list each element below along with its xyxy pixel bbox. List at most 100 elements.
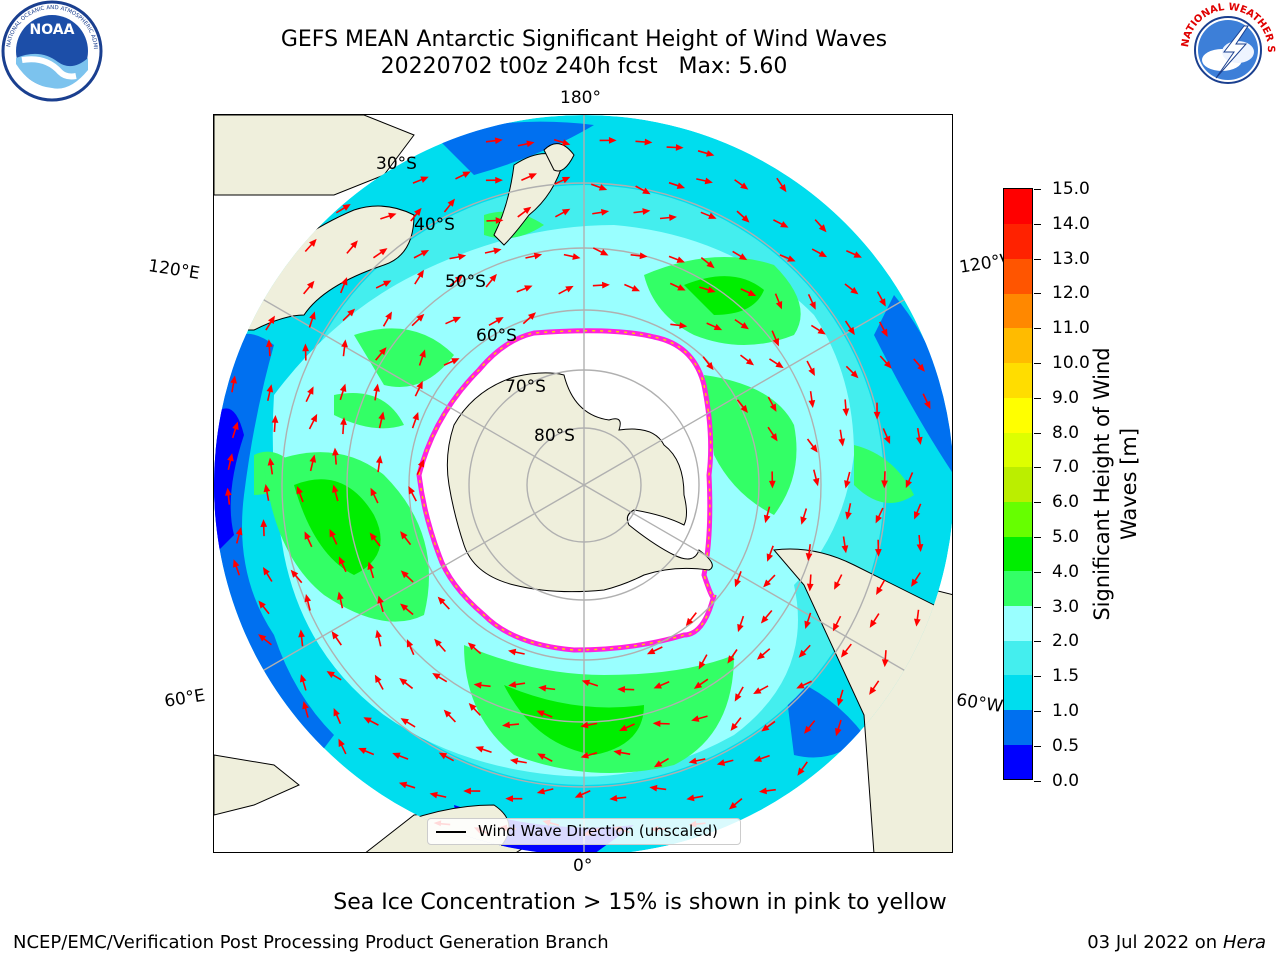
wave-arrow-head bbox=[258, 634, 267, 642]
wave-arrow-head bbox=[331, 631, 339, 640]
colorbar-segment bbox=[1004, 744, 1032, 779]
wave-arrow-head bbox=[758, 787, 767, 795]
wave-arrow-head bbox=[400, 531, 408, 540]
wave-arrow-head bbox=[613, 749, 622, 756]
wave-arrow-head bbox=[775, 361, 784, 369]
wave-arrow-head bbox=[505, 795, 513, 803]
wave-arrow-head bbox=[358, 747, 367, 755]
wave-arrow-head bbox=[379, 347, 387, 356]
wave-arrow-head bbox=[581, 679, 591, 687]
wave-arrow-head bbox=[747, 289, 757, 297]
wave-arrow-head bbox=[847, 326, 855, 336]
wave-arrow-head bbox=[451, 358, 460, 365]
colorbar-tick bbox=[1034, 293, 1041, 295]
lat-label-30s: 30°S bbox=[376, 154, 417, 174]
wave-arrow-head bbox=[400, 603, 409, 612]
wave-arrow-head bbox=[730, 722, 738, 732]
wave-arrow-head bbox=[768, 480, 776, 489]
lon-label-120e: 120°E bbox=[146, 256, 202, 284]
wave-arrow-head bbox=[600, 209, 610, 216]
wave-arrow-head bbox=[763, 514, 771, 524]
wave-arrow-head bbox=[879, 298, 886, 307]
lat-label-60s: 60°S bbox=[476, 326, 517, 346]
wave-arrow-head bbox=[447, 198, 455, 207]
colorbar-tick-label: 0.5 bbox=[1052, 735, 1080, 756]
wave-arrow-head bbox=[574, 791, 584, 798]
wave-arrow-head bbox=[772, 337, 779, 347]
wave-arrow-head bbox=[377, 595, 384, 604]
wave-arrow-head bbox=[617, 685, 626, 693]
wave-arrow-head bbox=[698, 661, 706, 670]
lon-label-120w: 120°W bbox=[958, 250, 1007, 278]
colorbar-segment bbox=[1004, 431, 1032, 468]
colorbar-tick-label: 3.0 bbox=[1052, 596, 1080, 617]
wave-arrow-head bbox=[738, 253, 748, 261]
wave-arrow-head bbox=[817, 327, 826, 335]
wave-arrow-head bbox=[536, 710, 545, 717]
wave-arrow-head bbox=[642, 208, 651, 215]
colorbar-tick bbox=[1034, 432, 1041, 434]
map-panel: 30°S 40°S 50°S 60°S 70°S 80°S Wind Wave … bbox=[213, 114, 953, 853]
wave-arrow-head bbox=[706, 362, 714, 371]
wave-arrow-head bbox=[502, 721, 510, 729]
wave-arrow-head bbox=[693, 681, 703, 689]
wave-arrow-head bbox=[745, 358, 755, 366]
colorbar-tick bbox=[1034, 397, 1041, 399]
wave-arrow-head bbox=[400, 718, 409, 725]
wave-arrow-head bbox=[463, 787, 471, 795]
wave-arrow-head bbox=[842, 408, 850, 417]
wave-arrow-head bbox=[881, 328, 888, 337]
colorbar-tick-label: 0.0 bbox=[1052, 770, 1080, 791]
wave-arrow-head bbox=[398, 781, 408, 789]
wave-arrow-head bbox=[580, 752, 590, 759]
wave-arrow-head bbox=[508, 648, 517, 656]
wave-arrow-head bbox=[924, 400, 931, 410]
colorbar-segment bbox=[1004, 709, 1032, 745]
map-title: GEFS MEAN Antarctic Significant Height o… bbox=[0, 26, 1168, 80]
wave-arrow-head bbox=[845, 511, 852, 520]
wave-arrow-head bbox=[340, 417, 347, 426]
wave-arrow-head bbox=[883, 360, 892, 369]
wave-arrow-head bbox=[808, 399, 816, 409]
colorbar-segment bbox=[1004, 397, 1032, 433]
colorbar-tick bbox=[1034, 606, 1041, 608]
colorbar-tick-label: 6.0 bbox=[1052, 492, 1080, 513]
wave-arrow-head bbox=[642, 187, 651, 195]
wave-arrow-head bbox=[834, 581, 841, 590]
wave-arrow-head bbox=[363, 717, 372, 724]
legend-label: Wind Wave Direction (unscaled) bbox=[478, 822, 718, 840]
colorbar-title-line-2: Waves [m] bbox=[1117, 427, 1141, 541]
wave-arrow-head bbox=[686, 794, 695, 802]
wave-arrow-head bbox=[770, 433, 778, 442]
wave-arrow-head bbox=[850, 370, 859, 379]
wave-arrow-head bbox=[533, 252, 543, 260]
wave-arrow-head bbox=[728, 801, 737, 810]
wave-arrow-head bbox=[561, 176, 571, 184]
colorbar-segment bbox=[1004, 640, 1032, 676]
wave-arrow-head bbox=[631, 285, 641, 292]
lon-label-60e: 60°E bbox=[163, 685, 207, 712]
wave-arrow-head bbox=[307, 386, 314, 395]
wave-arrow-head bbox=[385, 311, 392, 320]
wave-arrow-head bbox=[373, 383, 380, 392]
wave-arrow-head bbox=[580, 721, 589, 729]
wave-arrow-head bbox=[677, 284, 686, 291]
wave-arrow-head bbox=[869, 619, 877, 628]
wave-arrow-head bbox=[835, 727, 842, 737]
wave-arrow-head bbox=[437, 596, 446, 605]
wave-arrow-head bbox=[707, 286, 716, 294]
colorbar-segment bbox=[1004, 605, 1032, 641]
wave-arrow-head bbox=[818, 250, 828, 258]
wave-arrow-head bbox=[836, 697, 844, 707]
wave-arrow-head bbox=[740, 322, 749, 330]
colorbar-tick-label: 1.0 bbox=[1052, 701, 1080, 721]
colorbar-tick-label: 8.0 bbox=[1052, 422, 1080, 443]
wave-arrow-head bbox=[832, 623, 840, 632]
wave-arrow-head bbox=[838, 438, 846, 447]
wave-arrow-head bbox=[382, 280, 392, 287]
colorbar-segment bbox=[1004, 536, 1032, 572]
colorbar-tick-label: 9.0 bbox=[1052, 387, 1080, 408]
wave-arrow-head bbox=[468, 702, 477, 711]
wave-arrow-head bbox=[763, 579, 771, 588]
graticule bbox=[214, 115, 952, 852]
